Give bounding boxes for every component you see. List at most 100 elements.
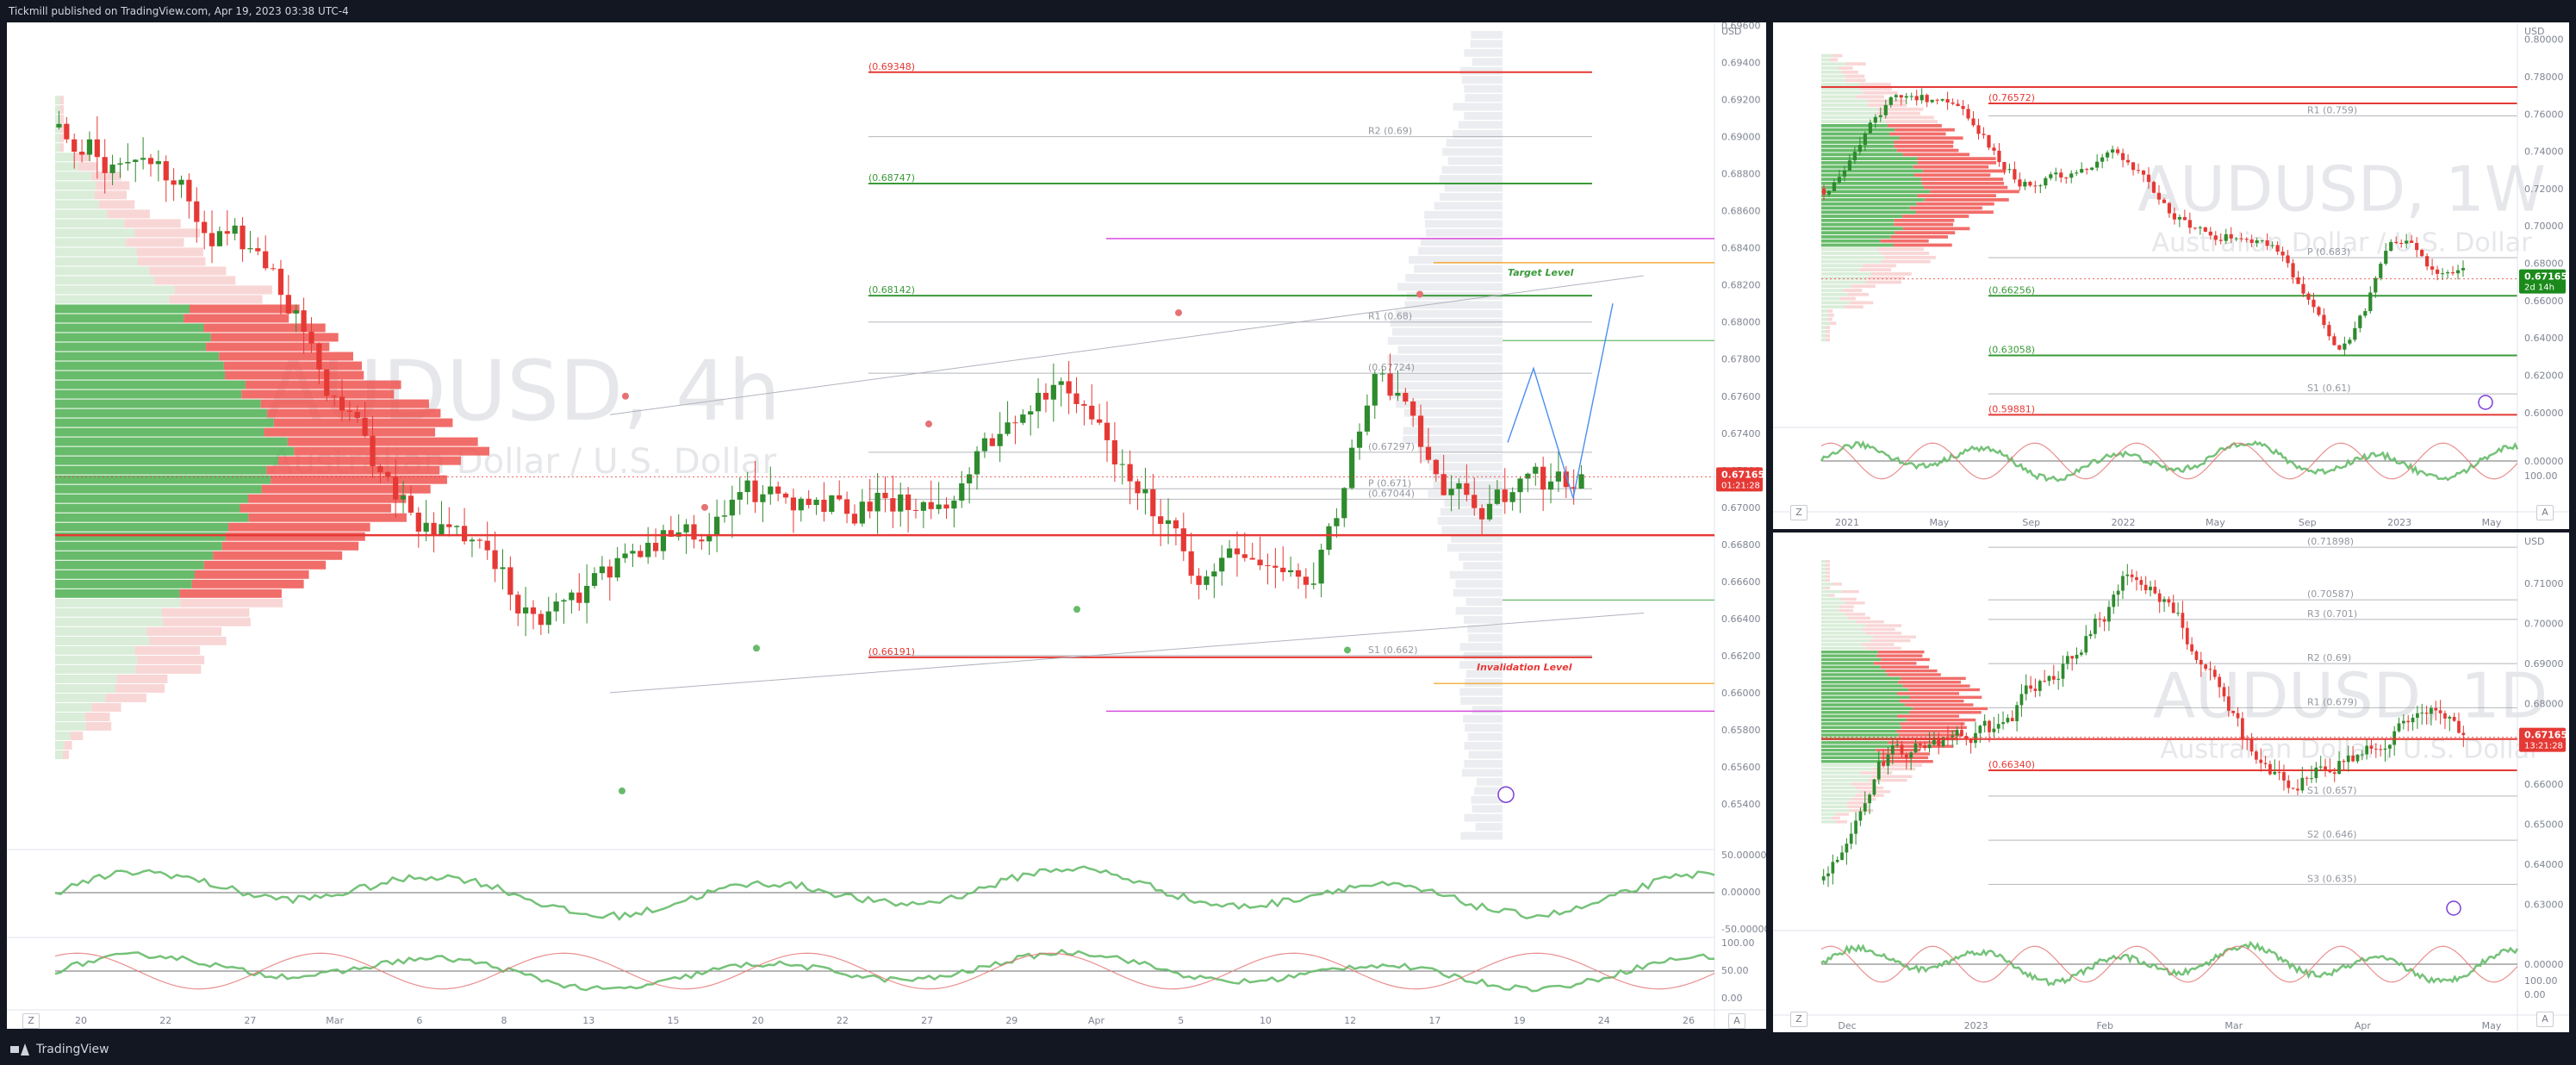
candle-body xyxy=(1188,551,1194,576)
candle-body xyxy=(186,179,192,202)
volume-profile-bar-down xyxy=(94,190,128,200)
candle-body xyxy=(1925,95,1929,103)
candle-body xyxy=(1971,118,1976,126)
volume-profile-bar-up xyxy=(1821,206,1910,210)
candle-body xyxy=(1425,446,1432,460)
volume-profile-bar-up xyxy=(1821,624,1866,627)
volume-profile-bar-down xyxy=(1846,801,1868,805)
weekly-auto-button[interactable]: A xyxy=(2536,505,2554,520)
candle-body xyxy=(2440,273,2445,275)
volume-profile-bar-up xyxy=(1821,235,1891,239)
volume-profile-bar-up xyxy=(1821,707,1913,711)
time-axis-tick: 17 xyxy=(1428,1015,1440,1026)
candle-body xyxy=(806,498,812,506)
time-axis-tick: May xyxy=(2206,517,2225,528)
candle-body xyxy=(2075,172,2079,174)
volume-profile-bar-down xyxy=(210,333,339,342)
right-volume-profile-bar xyxy=(1459,661,1503,670)
volume-profile-bar-up xyxy=(1821,643,1862,646)
price-axis-tick: 0.67800 xyxy=(1721,354,1761,365)
volume-profile-bar-down xyxy=(219,352,353,361)
weekly-chart-1w[interactable]: AUDUSD, 1W Australian Dollar / U.S. Dolla… xyxy=(1773,22,2569,529)
main-auto-button[interactable]: A xyxy=(1728,1013,1745,1029)
candle-body xyxy=(147,158,154,165)
volume-profile-bar-down xyxy=(1896,692,1959,695)
candle-body xyxy=(393,476,399,500)
pivot-dot xyxy=(622,392,629,400)
volume-profile-bar-down xyxy=(62,750,70,759)
volume-profile-bar-up xyxy=(1821,688,1909,692)
right-volume-profile-bar xyxy=(1397,346,1503,354)
volume-profile-bar-down xyxy=(1917,161,1997,165)
right-volume-profile-bar xyxy=(1391,327,1503,336)
volume-profile-bar-down xyxy=(126,238,184,247)
volume-profile-bar-down xyxy=(1890,235,1948,239)
volume-profile-bar-up xyxy=(55,96,60,105)
volume-profile-bar-up xyxy=(1821,752,1882,756)
right-volume-profile-bar xyxy=(1403,427,1503,435)
main-chart-4h[interactable]: AUDUSD, 4h Australian Dollar / U.S. Dolla… xyxy=(7,22,1766,1029)
candle-body xyxy=(1417,415,1424,447)
price-level-label: (0.67044) xyxy=(1368,488,1415,499)
candle-body xyxy=(1111,439,1117,464)
watermark-name: Australian Dollar / U.S. Dollar xyxy=(2151,227,2532,258)
volume-profile-bar-up xyxy=(1821,632,1866,635)
candle-body xyxy=(2296,788,2299,791)
candle-body xyxy=(2095,161,2100,168)
right-volume-profile-bar xyxy=(1460,831,1503,840)
volume-profile-bar-up xyxy=(1821,797,1851,801)
candle-body xyxy=(2430,707,2433,714)
volume-profile-bar-down xyxy=(59,105,64,115)
upper-trendline xyxy=(609,275,1645,415)
candle-body xyxy=(2198,227,2202,228)
candle-body xyxy=(1847,160,1852,171)
price-level-label: (0.66340) xyxy=(1988,759,2035,770)
volume-profile-bar-down xyxy=(1868,778,1907,782)
volume-profile-bar-down xyxy=(1923,185,2008,190)
candle-body xyxy=(1028,411,1034,415)
daily-auto-button[interactable]: A xyxy=(2536,1012,2554,1027)
volume-profile-bar-up xyxy=(55,171,92,181)
candle-body xyxy=(837,495,843,500)
candle-body xyxy=(851,514,858,524)
candle-body xyxy=(2116,590,2120,595)
time-axis-tick: May xyxy=(2482,1020,2502,1031)
volume-profile-bar-down xyxy=(180,598,283,607)
right-volume-profile-bar xyxy=(1470,40,1503,48)
volume-profile-bar-down xyxy=(213,551,343,560)
candle-body xyxy=(2244,239,2249,240)
volume-profile-bar-up xyxy=(55,266,150,276)
volume-profile-bar-down xyxy=(1877,651,1925,654)
candle-body xyxy=(1900,744,1904,755)
volume-profile-bar-down xyxy=(1855,786,1884,790)
candle-body xyxy=(1882,761,1885,766)
candle-body xyxy=(2239,238,2243,240)
main-zoom-button[interactable]: Z xyxy=(22,1013,40,1029)
candle-body xyxy=(2193,227,2197,229)
volume-profile-bar-down xyxy=(1894,144,1954,148)
candle-body xyxy=(2111,149,2115,153)
tradingview-logo[interactable]: TradingView xyxy=(10,1043,109,1056)
candle-body xyxy=(2365,745,2368,755)
time-axis-tick: Sep xyxy=(2299,517,2317,528)
volume-profile-bar-up xyxy=(1821,589,1843,594)
candle-body xyxy=(1863,133,1867,145)
candle-body xyxy=(78,152,85,155)
candle-body xyxy=(1517,478,1523,493)
price-level-label: (0.67297) xyxy=(1368,441,1415,452)
daily-chart-1d[interactable]: AUDUSD, 1D Australian Dollar / U.S. Dolla… xyxy=(1773,532,2569,1032)
right-volume-profile-bar xyxy=(1472,706,1503,714)
candle-body xyxy=(1868,122,1872,134)
candle-body xyxy=(439,524,445,535)
weekly-zoom-button[interactable]: Z xyxy=(1790,505,1808,520)
price-level-label: S2 (0.646) xyxy=(2307,829,2357,840)
candle-body xyxy=(614,557,620,578)
volume-profile-bar-up xyxy=(1821,222,1895,227)
candle-body xyxy=(1525,473,1531,479)
daily-zoom-button[interactable]: Z xyxy=(1790,1012,1808,1027)
volume-profile-bar-down xyxy=(294,446,490,456)
right-volume-profile-bar xyxy=(1397,283,1503,291)
